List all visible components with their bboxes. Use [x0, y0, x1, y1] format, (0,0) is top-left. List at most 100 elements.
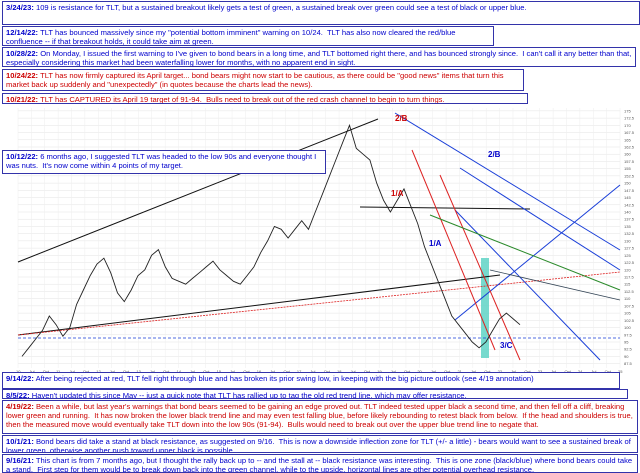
- x-tick-label: Oct: [444, 369, 451, 374]
- lower-blue-trendline: [454, 209, 601, 361]
- y-tick-label: 112.5: [624, 289, 634, 294]
- y-tick-label: 137.5: [624, 217, 635, 222]
- x-axis-ticks: 10 Jul Oct 11 Jul Oct 12 Jul Oct 13 Jul Oct 14 Jul Oct…: [16, 369, 623, 374]
- note-date: 10/21/22:: [6, 95, 39, 104]
- y-tick-label: 140: [624, 210, 631, 215]
- x-tick-label: Jul: [150, 369, 155, 374]
- x-tick-label: Oct: [564, 369, 571, 374]
- x-tick-label: Oct: [203, 369, 210, 374]
- x-tick-label: Oct: [364, 369, 371, 374]
- x-tick-label: 19: [377, 369, 382, 374]
- x-tick-label: Oct: [484, 369, 491, 374]
- x-tick-label: Jul: [511, 369, 516, 374]
- x-tick-label: Oct: [524, 369, 531, 374]
- x-tick-label: Oct: [163, 369, 170, 374]
- note-date: 9/14/22:: [6, 374, 34, 383]
- note-date: 10/12/22:: [6, 152, 39, 161]
- label-1a-blue: 1/A: [429, 239, 442, 248]
- y-tick-label: 125: [624, 253, 631, 258]
- label-3c: 3/C: [500, 341, 513, 350]
- y-tick-label: 127.5: [624, 246, 635, 251]
- y-tick-label: 135: [624, 224, 631, 229]
- annotation-note-n4: 10/24/22: TLT has now firmly captured it…: [2, 69, 524, 91]
- label-2b-right: 2/B: [488, 150, 501, 159]
- x-tick-label: Jul: [29, 369, 34, 374]
- annotation-note-n11: 9/16/21: This chart is from 7 months ago…: [2, 454, 638, 473]
- annotation-note-n10: 10/1/21: Bond bears did take a stand at …: [2, 435, 638, 453]
- x-tick-label: 15: [217, 369, 222, 374]
- x-tick-label: 14: [177, 369, 182, 374]
- note-text: TLT has CAPTURED its April 19 target of …: [38, 95, 445, 104]
- upper-black-trendline: [17, 118, 379, 263]
- x-tick-label: Jul: [551, 369, 556, 374]
- x-tick-label: 12: [96, 369, 101, 374]
- x-tick-label: 21: [457, 369, 462, 374]
- x-tick-label: Oct: [43, 369, 50, 374]
- red-crash-channel-upper: [439, 174, 521, 361]
- mid-blue-trendline: [459, 167, 621, 271]
- label-2b-left: 2/B: [395, 114, 408, 123]
- y-tick-label: 172.5: [624, 116, 635, 121]
- x-tick-label: 16: [257, 369, 262, 374]
- annotation-note-n6: 10/12/22: 6 months ago, I suggested TLT …: [2, 150, 326, 174]
- chart-grid: [17, 108, 621, 368]
- note-date: 12/14/22:: [6, 28, 39, 37]
- x-tick-label: Jul: [391, 369, 396, 374]
- note-date: 8/5/22:: [6, 391, 30, 399]
- green-trendline: [429, 214, 621, 291]
- y-tick-label: 160: [624, 152, 631, 157]
- y-tick-label: 147.5: [624, 188, 635, 193]
- y-tick-label: 175: [624, 108, 631, 113]
- x-tick-label: 11: [56, 369, 61, 374]
- annotation-note-n1: 3/24/23: 109 is resistance for TLT, but …: [2, 1, 640, 25]
- y-tick-label: 162.5: [624, 145, 635, 150]
- x-tick-label: Oct: [404, 369, 411, 374]
- x-tick-label: Oct: [123, 369, 130, 374]
- y-tick-label: 92.5: [624, 347, 633, 352]
- x-tick-label: Jul: [70, 369, 75, 374]
- x-tick-label: 23: [538, 369, 543, 374]
- x-tick-label: Oct: [605, 369, 612, 374]
- y-tick-label: 150: [624, 181, 631, 186]
- x-tick-label: Oct: [284, 369, 291, 374]
- note-date: 4/19/22:: [6, 402, 34, 411]
- x-tick-label: Jul: [230, 369, 235, 374]
- x-tick-label: Jul: [591, 369, 596, 374]
- x-tick-label: 24: [578, 369, 583, 374]
- y-tick-label: 130: [624, 238, 631, 243]
- y-tick-label: 100: [624, 325, 631, 330]
- y-tick-label: 142.5: [624, 202, 635, 207]
- dark-green-trendline: [489, 269, 621, 301]
- y-tick-label: 167.5: [624, 130, 635, 135]
- red-dotted-trendline: [17, 271, 621, 336]
- annotation-note-n9: 4/19/22: Been a while, but last year's w…: [2, 400, 638, 434]
- y-tick-label: 95: [624, 340, 629, 345]
- x-tick-label: Jul: [190, 369, 195, 374]
- note-text: Haven't updated this since May -- just a…: [29, 391, 467, 399]
- x-tick-label: Jul: [471, 369, 476, 374]
- note-text: Bond bears did take a stand at black res…: [6, 437, 633, 453]
- y-tick-label: 122.5: [624, 260, 635, 265]
- x-tick-label: Oct: [83, 369, 90, 374]
- note-date: 3/24/23:: [6, 3, 34, 12]
- annotation-note-n5: 10/21/22: TLT has CAPTURED its April 19 …: [2, 93, 528, 104]
- note-text: TLT has bounced massively since my "pote…: [6, 28, 458, 46]
- x-tick-label: 18: [337, 369, 342, 374]
- y-tick-label: 97.5: [624, 332, 633, 337]
- y-tick-label: 155: [624, 166, 631, 171]
- x-tick-label: Oct: [324, 369, 331, 374]
- highlight-zone: [481, 258, 489, 358]
- y-tick-label: 170: [624, 123, 631, 128]
- y-tick-label: 115: [624, 282, 631, 287]
- y-tick-label: 102.5: [624, 318, 635, 323]
- red-crash-channel-lower: [411, 149, 496, 351]
- y-tick-label: 145: [624, 195, 631, 200]
- annotation-note-n3: 10/28/22: On Monday, I issued the first …: [2, 47, 636, 67]
- y-tick-label: 165: [624, 137, 631, 142]
- x-tick-label: Jul: [431, 369, 436, 374]
- y-axis-ticks: 87.5 90 92.5 95 97.5 100 102.5 105 107.5 110 112.5…: [624, 108, 635, 366]
- y-tick-label: 117.5: [624, 275, 634, 280]
- y-tick-label: 152.5: [624, 173, 635, 178]
- x-tick-label: 22: [498, 369, 503, 374]
- upper-blue-trendline: [394, 112, 621, 251]
